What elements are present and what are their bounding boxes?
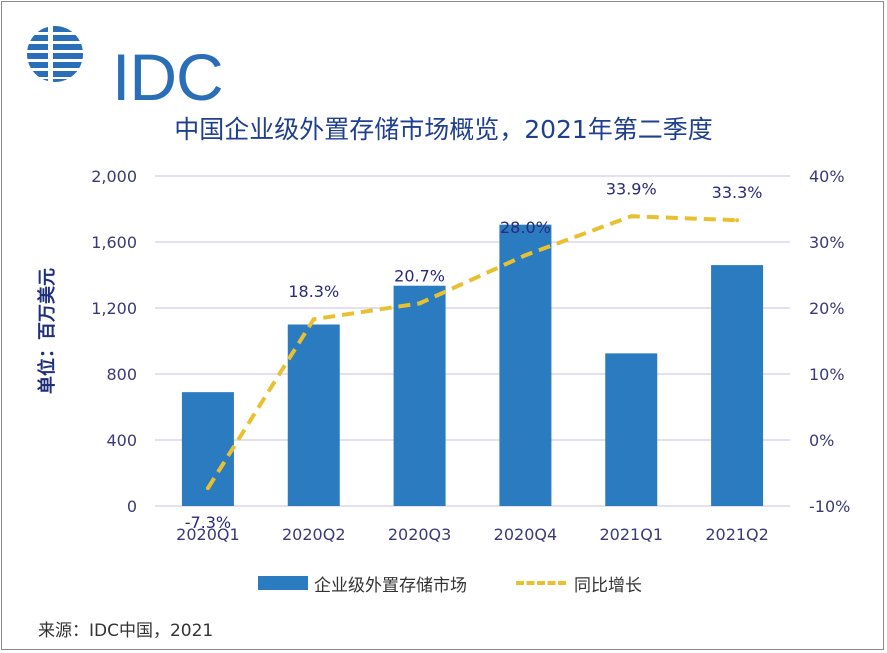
legend-label-line: 同比增长: [574, 575, 642, 596]
line-point: [205, 486, 210, 491]
bar: [711, 265, 764, 506]
y-tick-label: 1,600: [91, 233, 137, 252]
x-tick-label: 2020Q1: [176, 525, 240, 544]
line-point: [735, 218, 740, 223]
y-tick-label: 400: [106, 431, 137, 450]
y2-tick-label: 0%: [809, 431, 834, 450]
brand-name: IDC: [112, 40, 224, 114]
y2-tick-label: 20%: [809, 299, 845, 318]
x-tick-label: 2020Q2: [282, 525, 346, 544]
globe-icon: [27, 24, 83, 84]
bar: [393, 285, 446, 506]
legend: 企业级外置存储市场 同比增长: [0, 570, 887, 596]
line-point: [417, 301, 422, 306]
line-point: [629, 214, 634, 219]
source-note: 来源：IDC中国，2021: [38, 621, 214, 641]
chart-title: 中国企业级外置存储市场概览，2021年第二季度: [174, 115, 713, 144]
data-label: 20.7%: [394, 266, 445, 285]
legend-line-swatch: [516, 581, 566, 585]
data-label: 28.0%: [500, 218, 551, 237]
x-tick-label: 2020Q4: [494, 525, 558, 544]
line-point: [311, 317, 316, 322]
y-tick-label: 2,000: [91, 167, 137, 186]
legend-item-bar: 企业级外置存储市场: [258, 570, 467, 596]
line-point: [523, 253, 528, 258]
y-tick-label: 800: [106, 365, 137, 384]
x-tick-label: 2021Q1: [600, 525, 664, 544]
series-line-growth: [206, 214, 738, 490]
legend-item-line: 同比增长: [516, 570, 642, 596]
bar: [287, 324, 340, 506]
y2-tick-label: 10%: [809, 365, 845, 384]
y2-tick-label: -10%: [809, 497, 850, 516]
y-tick-label: 0: [127, 497, 137, 516]
y2-tick-label: 40%: [809, 167, 845, 186]
data-label: 33.9%: [606, 179, 657, 198]
x-tick-label: 2021Q2: [705, 525, 769, 544]
data-label: -7.3%: [185, 513, 231, 532]
y-tick-label: 1,200: [91, 299, 137, 318]
idc-logo: IDC: [26, 24, 224, 110]
bar: [499, 224, 552, 507]
legend-label-bar: 企业级外置存储市场: [314, 575, 467, 596]
bar: [605, 353, 658, 506]
y2-tick-label: 30%: [809, 233, 845, 252]
legend-bar-swatch: [258, 576, 308, 590]
data-label: 33.3%: [712, 183, 763, 202]
x-tick-label: 2020Q3: [388, 525, 452, 544]
data-label: 18.3%: [288, 282, 339, 301]
